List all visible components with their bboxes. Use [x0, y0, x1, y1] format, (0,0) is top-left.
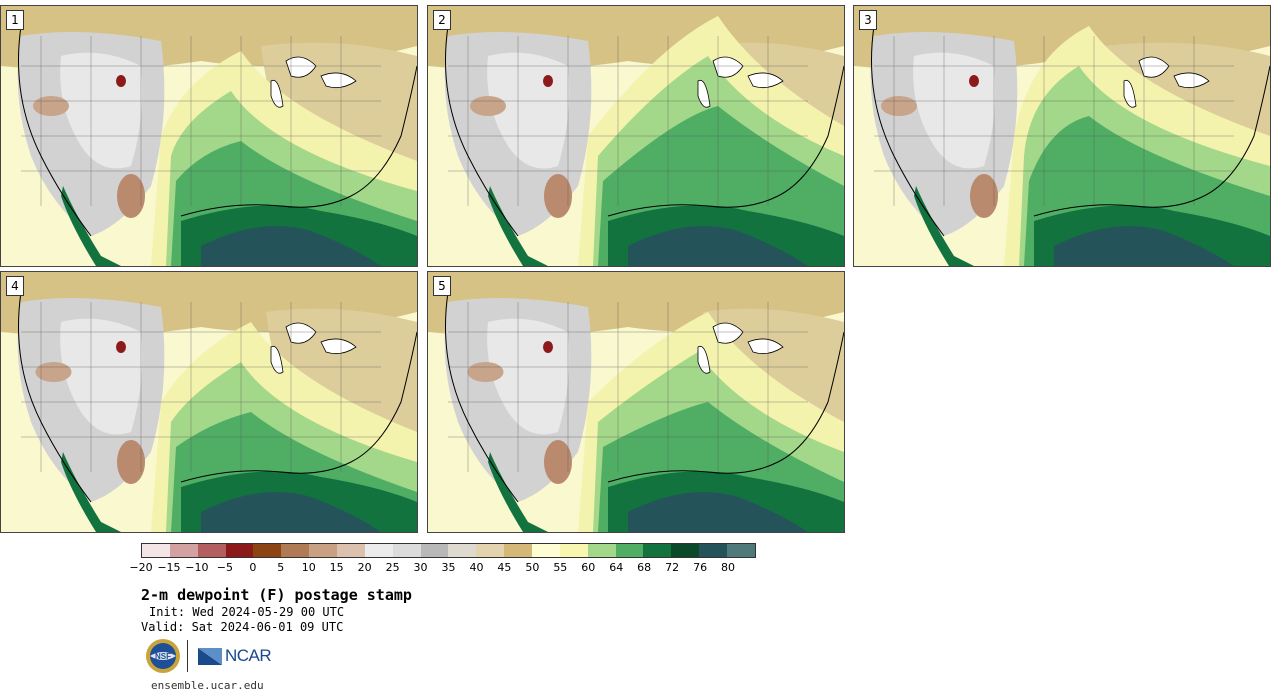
- colorbar-swatch: [281, 544, 310, 557]
- colorbar-tick-label: 5: [277, 561, 285, 574]
- colorbar-swatch: [671, 544, 700, 557]
- site-url: ensemble.ucar.edu: [151, 679, 264, 692]
- panel-number-2: 2: [433, 10, 451, 30]
- ncar-mark-icon: [198, 648, 222, 665]
- colorbar-swatch: [392, 544, 421, 557]
- colorbar-tick-label: 50: [525, 561, 540, 574]
- colorbar-swatch: [727, 544, 755, 557]
- dewpoint-map-2: [428, 6, 844, 266]
- colorbar-swatch: [197, 544, 226, 557]
- chart-title: 2-m dewpoint (F) postage stamp: [141, 586, 412, 604]
- nsf-logo-text: NSF: [155, 652, 171, 661]
- dewpoint-map-3: [854, 6, 1270, 266]
- colorbar-tick-label: 15: [329, 561, 344, 574]
- colorbar-swatch: [448, 544, 477, 557]
- map-panel-2: 2: [427, 5, 845, 267]
- dewpoint-colorbar: [141, 543, 756, 558]
- colorbar-tick-label: 0: [249, 561, 257, 574]
- colorbar-tick-label: 55: [553, 561, 568, 574]
- colorbar-swatch: [615, 544, 644, 557]
- colorbar-tick-label: 80: [721, 561, 736, 574]
- colorbar-tick-label: 20: [357, 561, 372, 574]
- dewpoint-map-1: [1, 6, 417, 266]
- colorbar-swatch: [225, 544, 254, 557]
- map-panel-5: 5: [427, 271, 845, 533]
- colorbar-tick-label: 76: [693, 561, 708, 574]
- ncar-logo: NCAR: [197, 644, 272, 668]
- colorbar-swatch: [253, 544, 282, 557]
- dewpoint-map-5: [428, 272, 844, 532]
- colorbar-tick-label: −5: [216, 561, 233, 574]
- panel-number-1: 1: [6, 10, 24, 30]
- colorbar-swatch: [532, 544, 560, 557]
- colorbar-tick-label: −10: [185, 561, 209, 574]
- colorbar-tick-label: 10: [301, 561, 316, 574]
- colorbar-tick-labels: −20 −15 −10 −5 0 5 10 15 20 25 30 35 40 45 50 55 60 64 68 7…: [129, 561, 756, 575]
- colorbar-tick-label: 45: [497, 561, 512, 574]
- panel-number-5: 5: [433, 276, 451, 296]
- colorbar-tick-label: 60: [581, 561, 596, 574]
- colorbar-tick-label: −15: [157, 561, 181, 574]
- logo-divider: [187, 640, 188, 672]
- map-panel-4: 4: [0, 271, 418, 533]
- colorbar-tick-label: 64: [609, 561, 624, 574]
- colorbar-swatch: [643, 544, 672, 557]
- colorbar-swatch: [476, 544, 505, 557]
- colorbar-tick-label: 40: [469, 561, 484, 574]
- ncar-logo-text: NCAR: [225, 646, 272, 665]
- colorbar-tick-label: 72: [665, 561, 680, 574]
- colorbar-tick-label: 25: [385, 561, 400, 574]
- colorbar-swatch: [504, 544, 533, 557]
- colorbar-swatch: [142, 544, 170, 557]
- colorbar-swatch: [337, 544, 365, 557]
- colorbar-swatch: [699, 544, 728, 557]
- colorbar-tick-label: 30: [413, 561, 428, 574]
- dewpoint-map-4: [1, 272, 417, 532]
- init-time: Init: Wed 2024-05-29 00 UTC: [149, 605, 345, 619]
- panel-number-3: 3: [859, 10, 877, 30]
- colorbar-tick-label: 68: [637, 561, 652, 574]
- panel-number-4: 4: [6, 276, 24, 296]
- colorbar-tick-label: 35: [441, 561, 456, 574]
- nsf-logo-icon: NSF: [146, 639, 180, 673]
- valid-time: Valid: Sat 2024-06-01 09 UTC: [141, 620, 344, 634]
- colorbar-swatch: [587, 544, 616, 557]
- colorbar-swatch: [169, 544, 198, 557]
- colorbar-tick-label: −20: [129, 561, 153, 574]
- colorbar-swatch: [309, 544, 338, 557]
- colorbar-swatch: [420, 544, 449, 557]
- colorbar-swatch: [559, 544, 588, 557]
- map-panel-3: 3: [853, 5, 1271, 267]
- map-panel-1: 1: [0, 5, 418, 267]
- colorbar-swatch: [364, 544, 393, 557]
